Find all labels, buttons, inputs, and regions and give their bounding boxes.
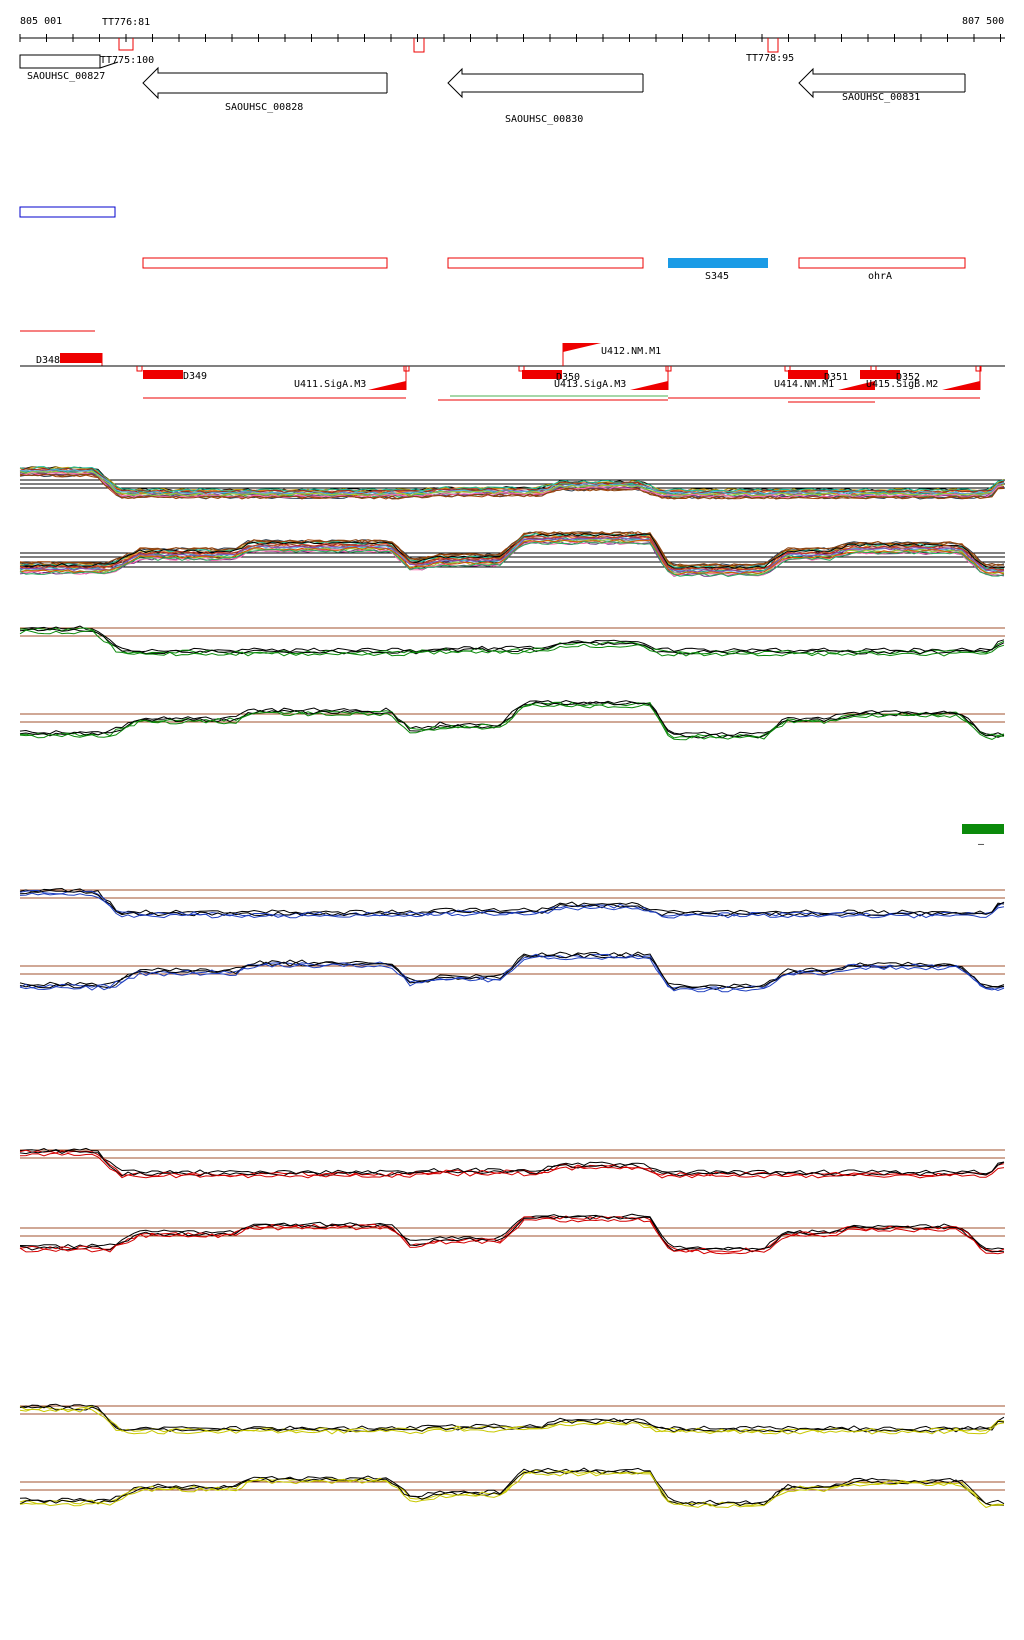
- expression-panel-green: [19, 625, 1005, 741]
- terminator-label-tt778: TT778:95: [746, 53, 794, 64]
- expression-line: [19, 889, 1005, 917]
- expression-line: [19, 466, 1005, 493]
- terminator-label-tt776: TT776:81: [102, 17, 150, 28]
- expression-line: [19, 627, 1005, 655]
- expression-line: [19, 472, 1005, 499]
- expression-line: [19, 541, 1005, 577]
- expression-line: [19, 953, 1005, 991]
- segment-label-d351: D351: [824, 372, 848, 383]
- feature-label-s345: S345: [705, 271, 729, 282]
- expression-line: [19, 887, 1005, 915]
- expression-line: [19, 1403, 1005, 1431]
- segment-d348[interactable]: [60, 353, 102, 363]
- expression-line: [19, 955, 1005, 993]
- expression-line: [19, 473, 1005, 500]
- expression-line: [19, 699, 1005, 736]
- terminator-marker[interactable]: [118, 38, 134, 51]
- segment-label-d350: D350: [556, 372, 580, 383]
- promoter-label-u414: U414.NM.M1: [774, 379, 834, 390]
- segment-d349[interactable]: [143, 370, 183, 379]
- segment-tick: [975, 366, 982, 372]
- terminator-label-tt775: TT775:100: [100, 55, 154, 66]
- expression-line: [19, 1149, 1005, 1177]
- expression-line: [19, 1217, 1005, 1255]
- expression-panel-all: [19, 466, 1005, 578]
- segment-tick: [518, 366, 525, 372]
- promoter-label-u411: U411.SigA.M3: [294, 379, 366, 390]
- segment-tick: [870, 366, 877, 372]
- expression-line: [19, 703, 1004, 741]
- expression-line: [19, 1215, 1005, 1253]
- expression-panel-red: [19, 1147, 1005, 1255]
- expression-line: [19, 701, 1005, 739]
- axis-ticks: [19, 34, 1001, 42]
- segment-d351[interactable]: [788, 370, 828, 379]
- gene-arrow-saouhsc-00828[interactable]: [142, 66, 387, 100]
- promoter-label-u415: U415.SigB.M2: [866, 379, 938, 390]
- gene-label-saouhsc-00831: SAOUHSC_00831: [842, 92, 920, 103]
- gene-label-saouhsc-00828: SAOUHSC_00828: [225, 102, 303, 113]
- promoter-u413[interactable]: [630, 381, 668, 390]
- promoter-u415[interactable]: [942, 381, 980, 390]
- feature-block-s345[interactable]: [668, 258, 768, 268]
- expression-panel-blue: [19, 887, 1005, 993]
- segment-label-d348: D348: [36, 355, 60, 366]
- gene-arrow-saouhsc-00831[interactable]: [798, 67, 965, 99]
- segment-d350[interactable]: [522, 370, 562, 379]
- expression-line: [19, 537, 1005, 573]
- expression-line: [19, 1215, 1005, 1253]
- expression-line: [19, 628, 1005, 655]
- start-coordinate: 805 001: [20, 16, 62, 27]
- segment-tick: [784, 366, 791, 372]
- promoter-u411[interactable]: [368, 381, 406, 390]
- segment-label-d349: D349: [183, 371, 207, 382]
- expression-line: [19, 1469, 1004, 1507]
- feature-label-ohra: ohrA: [868, 271, 892, 282]
- expression-panel-yellow: [19, 1403, 1005, 1509]
- gene-arrow-saouhsc-00830[interactable]: [447, 67, 643, 99]
- terminator-marker[interactable]: [767, 38, 779, 53]
- gene-label-saouhsc-00827: SAOUHSC_00827: [27, 71, 105, 82]
- expression-line: [19, 531, 1005, 567]
- expression-line: [19, 1467, 1005, 1505]
- promoter-label-u412: U412.NM.M1: [601, 346, 661, 357]
- segment-label-d352: D352: [896, 372, 920, 383]
- expression-line: [19, 1152, 1005, 1179]
- expression-line: [19, 1147, 1005, 1175]
- expression-line: [19, 1469, 1005, 1507]
- expression-line: [19, 1471, 1005, 1509]
- expression-line: [19, 1405, 1005, 1433]
- legend-swatch-green[interactable]: [962, 824, 1004, 834]
- legend-mark: –: [978, 839, 985, 850]
- feature-box-ohra[interactable]: [798, 257, 966, 269]
- expression-line: [19, 629, 1005, 657]
- expression-line: [19, 533, 1005, 569]
- feature-box-red[interactable]: [447, 257, 644, 269]
- terminator-marker[interactable]: [413, 38, 425, 53]
- expression-line: [19, 540, 1005, 578]
- expression-line: [20, 469, 1005, 496]
- end-coordinate: 807 500: [962, 16, 1004, 27]
- segment-tick: [136, 366, 143, 372]
- gene-box-saouhsc-00827[interactable]: [19, 54, 101, 69]
- promoter-u414[interactable]: [838, 381, 875, 390]
- feature-box-blue[interactable]: [19, 206, 116, 218]
- expression-line: [19, 951, 1005, 988]
- expression-line: [19, 701, 1005, 739]
- expression-line: [19, 953, 1005, 991]
- gene-label-saouhsc-00830: SAOUHSC_00830: [505, 114, 583, 125]
- promoter-u412[interactable]: [563, 343, 601, 352]
- expression-line: [19, 535, 1005, 572]
- expression-line: [19, 892, 1005, 919]
- feature-box-red[interactable]: [142, 257, 388, 269]
- expression-line: [19, 625, 1005, 653]
- expression-line: [19, 1407, 1005, 1435]
- segment-d352[interactable]: [860, 370, 900, 379]
- gene-label-leader: [99, 61, 119, 69]
- promoter-label-u413: U413.SigA.M3: [554, 379, 626, 390]
